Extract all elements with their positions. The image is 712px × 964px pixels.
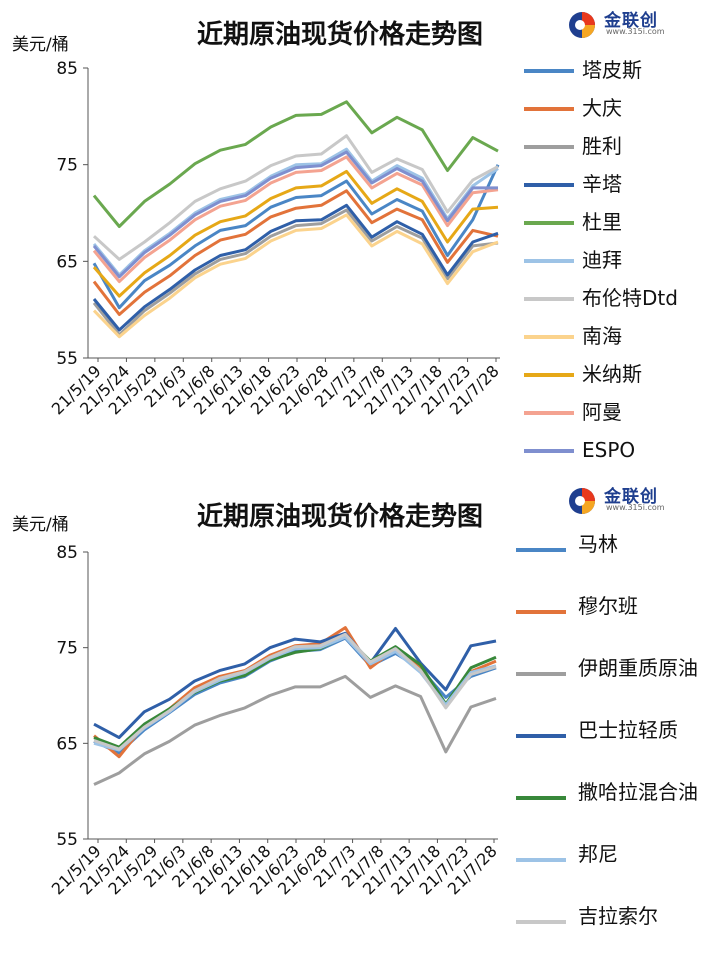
series-line	[93, 627, 497, 740]
y-tick-label: 85	[56, 543, 78, 563]
legend-label: 杜里	[582, 210, 622, 234]
legend-item: 邦尼	[512, 840, 710, 902]
series-line	[92, 189, 499, 316]
logo-text: 金联创	[604, 487, 658, 507]
series-line	[92, 169, 499, 298]
legend-item: 塔皮斯	[520, 56, 710, 94]
legend-top: 塔皮斯大庆胜利辛塔杜里迪拜布伦特Dtd 南海米纳斯阿曼 ESPO	[520, 56, 710, 474]
y-tick-label: 55	[56, 830, 78, 850]
series-line	[93, 674, 497, 786]
legend-item: 巴士拉轻质	[512, 716, 710, 778]
legend-label: 大庆	[582, 96, 622, 120]
legend-swatch	[524, 411, 574, 415]
legend-swatch	[524, 449, 574, 453]
legend-label: 辛塔	[582, 172, 622, 196]
y-unit-label: 美元/桶	[12, 515, 69, 535]
legend-item: 米纳斯	[520, 360, 710, 398]
series-line	[92, 150, 498, 279]
series-line	[92, 134, 499, 261]
chart-panel-top: 美元/桶 近期原油现货价格走势图 金联创 www.315i.com 55 65 75…	[0, 0, 712, 472]
chart-title: 近期原油现货价格走势图	[196, 502, 483, 532]
series-line	[93, 632, 497, 751]
legend-item: 辛塔	[520, 170, 710, 208]
series-line	[92, 164, 500, 310]
legend-item: 杜里	[520, 208, 710, 246]
legend-item: 穆尔班	[512, 592, 710, 654]
series-line	[92, 213, 499, 339]
legend-label: 布伦特Dtd	[582, 286, 678, 310]
logo-text: 金联创	[604, 11, 658, 31]
legend-label: 阿曼	[582, 400, 622, 424]
legend-label: 胜利	[582, 134, 622, 158]
legend-label: 南海	[582, 324, 622, 348]
legend-item: 大庆	[520, 94, 710, 132]
legend-item: 阿曼	[520, 398, 710, 436]
legend-item: 胜利	[520, 132, 710, 170]
series-line	[92, 208, 499, 337]
legend-swatch	[524, 297, 574, 301]
series-line	[93, 634, 497, 749]
chart-title: 近期原油现货价格走势图	[196, 20, 483, 50]
legend-item: 撒哈拉混合油	[512, 778, 710, 840]
y-tick-label: 65	[56, 734, 78, 754]
legend-item: 吉拉索尔	[512, 902, 710, 964]
legend-swatch	[516, 548, 566, 552]
legend-swatch	[524, 69, 574, 73]
logo-icon	[569, 12, 595, 38]
line-plot-top: 5565758521/5/1921/5/2421/5/2921/6/321/6/…	[48, 59, 503, 418]
y-unit-label: 美元/桶	[12, 35, 69, 55]
legend-item: 迪拜	[520, 246, 710, 284]
legend-bottom: 马林穆尔班伊朗重质原油 巴士拉轻质撒哈拉混合油 邦尼吉拉索尔	[512, 530, 710, 964]
y-tick-label: 65	[56, 252, 78, 272]
legend-label: 塔皮斯	[582, 58, 642, 82]
legend-label: ESPO	[582, 438, 636, 462]
legend-label: 巴士拉轻质	[578, 718, 678, 742]
legend-label: 邦尼	[578, 842, 618, 866]
logo-url: www.315i.com	[606, 27, 665, 36]
chart-panel-bottom: 美元/桶 近期原油现货价格走势图 金联创 www.315i.com 55 65 75…	[0, 472, 712, 944]
y-tick-label: 75	[56, 156, 78, 176]
legend-swatch	[524, 107, 574, 111]
legend-item: 马林	[512, 530, 710, 592]
legend-label: 米纳斯	[582, 362, 642, 386]
legend-swatch	[524, 145, 574, 149]
legend-label: 撒哈拉混合油	[578, 780, 698, 804]
legend-swatch	[516, 610, 566, 614]
series-line	[92, 155, 499, 284]
legend-label: 迪拜	[582, 248, 622, 272]
legend-swatch	[524, 221, 574, 225]
legend-swatch	[516, 920, 566, 924]
legend-label: 伊朗重质原油	[578, 656, 698, 680]
y-tick-label: 55	[56, 349, 78, 369]
legend-item: 布伦特Dtd	[520, 284, 710, 322]
legend-swatch	[524, 335, 574, 339]
y-tick-label: 85	[56, 59, 78, 79]
legend-swatch	[516, 734, 566, 738]
series-line	[92, 100, 499, 228]
legend-item: 伊朗重质原油	[512, 654, 710, 716]
legend-swatch	[516, 796, 566, 800]
legend-label: 吉拉索尔	[578, 904, 658, 928]
legend-item: ESPO	[520, 436, 710, 474]
legend-swatch	[524, 183, 574, 187]
brand-logo: 金联创 www.315i.com	[566, 480, 696, 520]
legend-swatch	[516, 672, 566, 676]
logo-url: www.315i.com	[606, 503, 665, 512]
y-tick-label: 75	[56, 639, 78, 659]
legend-label: 马林	[578, 532, 618, 556]
brand-logo: 金联创 www.315i.com	[566, 4, 696, 44]
legend-swatch	[516, 858, 566, 862]
logo-icon	[569, 488, 595, 514]
legend-swatch	[524, 373, 574, 377]
legend-label: 穆尔班	[578, 594, 638, 618]
series-line	[92, 203, 499, 332]
legend-item: 南海	[520, 322, 710, 360]
legend-swatch	[524, 259, 574, 263]
line-plot-bottom: 5565758521/5/1921/5/2421/5/2921/6/321/6/…	[48, 543, 501, 898]
